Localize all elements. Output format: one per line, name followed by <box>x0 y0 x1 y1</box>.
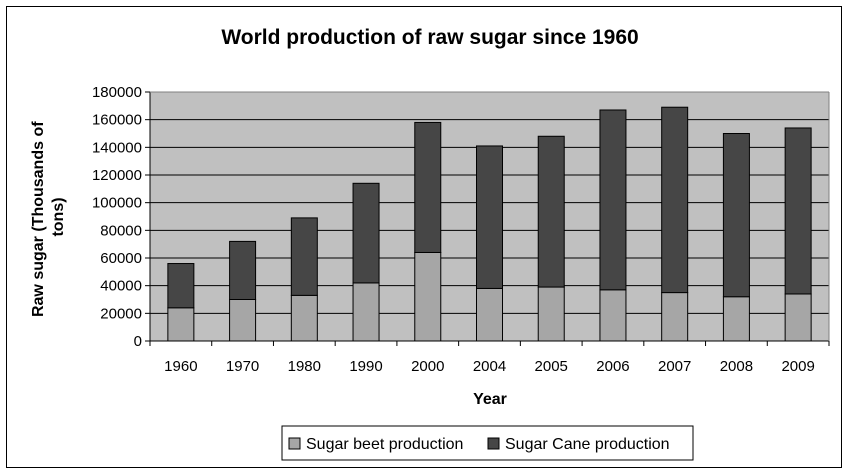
bar-sugar-beet-1960 <box>167 307 195 342</box>
plot-area: 0 20000 40000 60000 80000 100000 120000 140000 1… <box>92 84 830 375</box>
bar-sugar-beet-2006 <box>599 289 627 342</box>
bar-sugar-cane-2000 <box>414 121 442 253</box>
y-tick-label: 180000 <box>92 84 142 101</box>
bar-sugar-beet-2005 <box>537 286 565 342</box>
y-tick-label: 80000 <box>100 222 142 239</box>
y-axis-title: Raw sugar (Thousands of tons) <box>30 117 67 317</box>
legend: Sugar beet production Sugar Cane product… <box>281 425 694 461</box>
y-tick-label: 100000 <box>92 195 142 212</box>
x-tick-label: 1970 <box>226 358 259 375</box>
y-tick-label: 140000 <box>92 139 142 156</box>
x-tick-label: 1960 <box>164 358 197 375</box>
legend-label-sugar-beet: Sugar beet production <box>306 436 463 453</box>
x-tick-label: 2009 <box>781 358 814 375</box>
x-tick-label: 2008 <box>720 358 753 375</box>
y-tick-label: 160000 <box>92 112 142 129</box>
x-tick-label: 1990 <box>349 358 382 375</box>
y-tick-label: 60000 <box>100 250 142 267</box>
bar-sugar-beet-2004 <box>476 287 503 342</box>
y-tick-label: 120000 <box>92 167 142 184</box>
bar-sugar-beet-2007 <box>661 292 689 342</box>
bar-sugar-cane-1980 <box>290 217 318 296</box>
y-axis-title-line-1: Raw sugar (Thousands of <box>30 121 47 317</box>
x-tick-label: 2007 <box>658 358 691 375</box>
y-axis-title-line-2: tons) <box>50 197 67 236</box>
x-tick-label: 2005 <box>535 358 568 375</box>
chart-title: World production of raw sugar since 1960 <box>221 26 638 49</box>
legend-label-sugar-cane: Sugar Cane production <box>505 436 670 453</box>
bar-sugar-cane-2006 <box>599 109 627 291</box>
bar-sugar-cane-2009 <box>784 127 812 295</box>
bar-sugar-cane-2008 <box>722 133 750 298</box>
y-tick-label: 40000 <box>100 278 142 295</box>
x-tick-label: 2004 <box>473 358 506 375</box>
x-axis-title: Year <box>473 391 507 408</box>
x-tick-label: 2006 <box>596 358 629 375</box>
bar-sugar-cane-1960 <box>167 263 195 309</box>
y-tick-label: 0 <box>134 333 142 350</box>
bar-sugar-cane-2007 <box>661 106 689 294</box>
bar-sugar-beet-1990 <box>352 282 380 342</box>
x-tick-label: 2000 <box>411 358 444 375</box>
bar-sugar-beet-2008 <box>722 296 750 342</box>
x-tick-label: 1980 <box>288 358 321 375</box>
bar-sugar-cane-2004 <box>476 145 503 289</box>
legend-swatch-sugar-beet <box>288 437 301 450</box>
bar-sugar-beet-2000 <box>414 251 442 342</box>
bar-sugar-beet-1980 <box>290 294 318 342</box>
bar-sugar-cane-2005 <box>537 135 565 288</box>
bar-sugar-beet-1970 <box>229 299 257 342</box>
bar-sugar-cane-1970 <box>229 240 257 300</box>
y-tick-label: 20000 <box>100 305 142 322</box>
legend-swatch-sugar-cane <box>487 437 500 450</box>
bar-sugar-cane-1990 <box>352 182 380 284</box>
bar-sugar-beet-2009 <box>784 293 812 342</box>
